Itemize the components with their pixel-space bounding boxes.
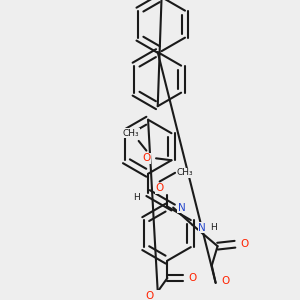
Text: O: O bbox=[241, 239, 249, 249]
Text: CH₃: CH₃ bbox=[123, 129, 139, 138]
Text: O: O bbox=[145, 291, 153, 300]
Text: O: O bbox=[155, 183, 164, 193]
Text: O: O bbox=[221, 276, 230, 286]
Text: CH₃: CH₃ bbox=[176, 168, 193, 177]
Text: O: O bbox=[188, 273, 196, 283]
Text: N: N bbox=[198, 223, 206, 233]
Text: H: H bbox=[133, 194, 140, 202]
Text: N: N bbox=[178, 202, 186, 213]
Text: O: O bbox=[142, 153, 151, 163]
Text: H: H bbox=[210, 223, 217, 232]
